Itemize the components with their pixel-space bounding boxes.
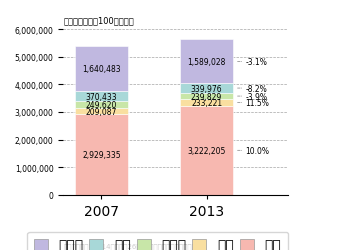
Bar — [180, 40, 233, 84]
Bar — [75, 109, 128, 114]
Bar — [180, 106, 233, 195]
Bar — [75, 92, 128, 102]
Text: 1,589,028: 1,589,028 — [187, 58, 226, 67]
Text: 株式時価総額（100万ドル）: 株式時価総額（100万ドル） — [63, 16, 134, 25]
Text: 370,433: 370,433 — [86, 92, 117, 101]
Bar — [180, 100, 233, 106]
Bar — [180, 84, 233, 94]
Bar — [180, 94, 233, 100]
Text: 11.5%: 11.5% — [245, 99, 269, 108]
Text: 233,221: 233,221 — [191, 99, 222, 108]
Text: 239,829: 239,829 — [191, 92, 222, 101]
Text: 資料：総務省（2014）『平成26年版情報通信白書』から作成。: 資料：総務省（2014）『平成26年版情報通信白書』から作成。 — [63, 243, 196, 250]
Text: -3.9%: -3.9% — [245, 92, 267, 101]
Bar — [75, 102, 128, 109]
Text: 339,976: 339,976 — [191, 84, 223, 93]
Text: 249,620: 249,620 — [86, 101, 117, 110]
Bar — [75, 46, 128, 92]
Text: 2,929,335: 2,929,335 — [82, 150, 121, 159]
Text: 209,087: 209,087 — [86, 107, 117, 116]
Text: 1,640,483: 1,640,483 — [82, 64, 121, 74]
Text: -8.2%: -8.2% — [245, 84, 267, 93]
Bar — [75, 114, 128, 195]
Text: 10.0%: 10.0% — [245, 146, 269, 155]
Text: -3.1%: -3.1% — [245, 58, 267, 67]
Legend: その他, 日本, ドイツ, 英国, 米国: その他, 日本, ドイツ, 英国, 米国 — [27, 232, 288, 250]
Text: 3,222,205: 3,222,205 — [187, 146, 226, 155]
